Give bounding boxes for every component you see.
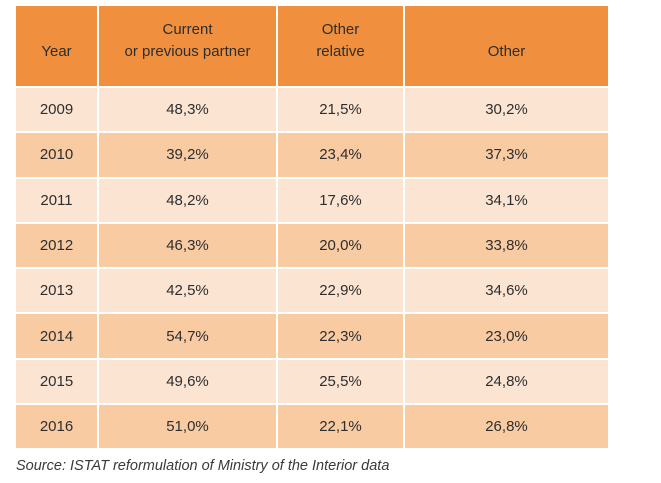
statistics-table: Year Current or previous partner Other r…: [16, 6, 608, 449]
cell-other: 23,0%: [405, 314, 608, 358]
cell-year: 2009: [16, 88, 97, 132]
header-cell-year: Year: [16, 6, 97, 86]
header-year-label: Year: [41, 43, 72, 60]
cell-relative: 22,9%: [278, 269, 403, 313]
cell-relative: 20,0%: [278, 223, 403, 268]
cell-year: 2016: [16, 405, 97, 449]
cell-year: 2010: [16, 133, 97, 177]
table-row: 2013 42,5% 22,9% 34,6%: [16, 269, 608, 313]
cell-other: 24,8%: [405, 359, 608, 404]
header-relative-line2: relative: [316, 43, 365, 60]
cell-partner: 49,6%: [99, 359, 276, 404]
cell-partner: 48,2%: [99, 178, 276, 222]
cell-relative: 23,4%: [278, 133, 403, 177]
cell-relative: 25,5%: [278, 359, 403, 404]
cell-relative: 21,5%: [278, 88, 403, 132]
cell-partner: 51,0%: [99, 405, 276, 449]
header-cell-other: Other: [405, 6, 608, 86]
cell-other: 37,3%: [405, 133, 608, 177]
header-cell-partner: Current or previous partner: [99, 6, 276, 86]
cell-other: 33,8%: [405, 223, 608, 268]
cell-year: 2012: [16, 223, 97, 268]
source-note: Source: ISTAT reformulation of Ministry …: [16, 458, 390, 474]
cell-other: 26,8%: [405, 405, 608, 449]
table-row: 2009 48,3% 21,5% 30,2%: [16, 88, 608, 132]
cell-other: 34,6%: [405, 269, 608, 313]
cell-relative: 22,3%: [278, 314, 403, 358]
header-cell-relative: Other relative: [278, 6, 403, 86]
cell-year: 2014: [16, 314, 97, 358]
table-row: 2010 39,2% 23,4% 37,3%: [16, 133, 608, 177]
header-other-label: Other: [487, 43, 526, 60]
cell-relative: 22,1%: [278, 405, 403, 449]
cell-partner: 54,7%: [99, 314, 276, 358]
table-row: 2014 54,7% 22,3% 23,0%: [16, 314, 608, 358]
cell-year: 2015: [16, 359, 97, 404]
cell-partner: 39,2%: [99, 133, 276, 177]
cell-partner: 42,5%: [99, 269, 276, 313]
table-row: 2016 51,0% 22,1% 26,8%: [16, 405, 608, 449]
cell-partner: 46,3%: [99, 223, 276, 268]
table-row: 2015 49,6% 25,5% 24,8%: [16, 359, 608, 404]
header-partner-line1: Current: [162, 21, 213, 38]
cell-other: 30,2%: [405, 88, 608, 132]
cell-year: 2013: [16, 269, 97, 313]
table-header-row: Year Current or previous partner Other r…: [16, 6, 608, 86]
cell-other: 34,1%: [405, 178, 608, 222]
header-partner-line2: or previous partner: [124, 43, 251, 60]
cell-partner: 48,3%: [99, 88, 276, 132]
cell-year: 2011: [16, 178, 97, 222]
table-row: 2012 46,3% 20,0% 33,8%: [16, 223, 608, 268]
table-row: 2011 48,2% 17,6% 34,1%: [16, 178, 608, 222]
header-relative-line1: Other: [321, 21, 360, 38]
cell-relative: 17,6%: [278, 178, 403, 222]
